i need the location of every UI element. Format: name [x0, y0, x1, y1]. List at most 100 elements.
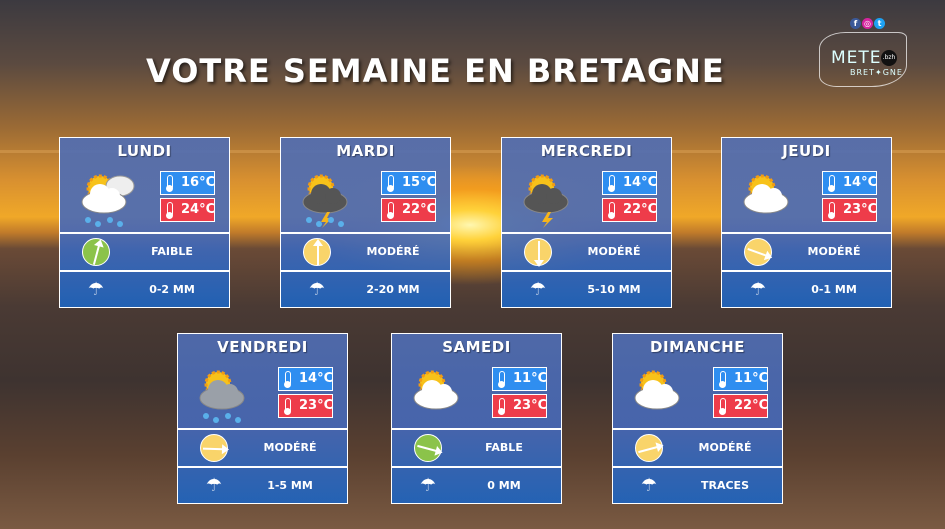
- day-card-lundi: LUNDI 16°C 24°C FAIBLE ☂ 0-2 MM: [59, 137, 230, 308]
- day-name: JEUDI: [782, 142, 831, 160]
- wind-strength: MODÉRÉ: [263, 441, 317, 454]
- wind-direction-icon: [200, 434, 228, 462]
- cloud-icon: [743, 184, 789, 214]
- thermometer-icon: [387, 175, 394, 192]
- thermometer-icon: [284, 371, 291, 388]
- umbrella-icon: ☂: [529, 279, 547, 300]
- thermometer-icon: [166, 202, 173, 219]
- thermometer-icon: [828, 175, 835, 192]
- min-temp-badge: 14°C: [602, 171, 657, 195]
- min-temp: 11°C: [513, 371, 548, 386]
- max-temp-badge: 23°C: [822, 198, 877, 222]
- weather-sun-cloud-rain-icon: [74, 166, 140, 228]
- brittany-map-outline: [819, 32, 907, 87]
- max-temp: 23°C: [299, 398, 334, 413]
- rain-amount: 0-2 MM: [149, 283, 195, 296]
- weather-sun-storm-rain-icon: [295, 166, 361, 228]
- wind-strength: MODÉRÉ: [807, 245, 861, 258]
- lightning-icon: [542, 212, 553, 228]
- min-temp-badge: 16°C: [160, 171, 215, 195]
- weather-sun-storm-icon: [516, 166, 582, 228]
- day-name: DIMANCHE: [650, 338, 745, 356]
- min-temp-badge: 11°C: [492, 367, 547, 391]
- logo-bretagne: BRET✦GNE: [850, 68, 903, 77]
- min-temp: 16°C: [181, 175, 216, 190]
- cloud-icon: [199, 380, 245, 410]
- rain-row: ☂ 5-10 MM: [502, 270, 671, 308]
- umbrella-icon: ☂: [87, 279, 105, 300]
- min-temp-badge: 14°C: [278, 367, 333, 391]
- day-name: MERCREDI: [540, 142, 633, 160]
- wind-row: MODÉRÉ: [178, 428, 347, 466]
- cloud-icon: [634, 380, 680, 410]
- rain-icon: [85, 217, 123, 227]
- rain-amount: 0 MM: [487, 479, 521, 492]
- background-decor: [0, 150, 945, 153]
- max-temp-badge: 24°C: [160, 198, 215, 222]
- wind-row: MODÉRÉ: [613, 428, 782, 466]
- weather-sun-cloud-icon: [406, 362, 472, 424]
- max-temp: 22°C: [623, 202, 658, 217]
- rain-row: ☂ 2-20 MM: [281, 270, 450, 308]
- cloud-icon: [81, 184, 127, 214]
- min-temp: 15°C: [402, 175, 437, 190]
- instagram-icon[interactable]: ◎: [862, 18, 873, 29]
- rain-row: ☂ 0-1 MM: [722, 270, 891, 308]
- logo-badge: .bzh: [881, 50, 897, 66]
- wind-strength: FABLE: [485, 441, 523, 454]
- umbrella-icon: ☂: [308, 279, 326, 300]
- wind-strength: MODÉRÉ: [698, 441, 752, 454]
- thermometer-icon: [719, 371, 726, 388]
- wind-direction-icon: [744, 238, 772, 266]
- max-temp: 24°C: [181, 202, 216, 217]
- thermometer-icon: [608, 175, 615, 192]
- wind-strength: MODÉRÉ: [587, 245, 641, 258]
- day-card-mercredi: MERCREDI 14°C 22°C MODÉRÉ ☂ 5-10 MM: [501, 137, 672, 308]
- rain-icon: [306, 217, 344, 227]
- weather-sun-cloud-icon: [736, 166, 802, 228]
- weather-sun-cloud-icon: [627, 362, 693, 424]
- min-temp: 14°C: [843, 175, 878, 190]
- rain-row: ☂ 0 MM: [392, 466, 561, 504]
- max-temp: 22°C: [734, 398, 769, 413]
- wind-row: FABLE: [392, 428, 561, 466]
- twitter-icon[interactable]: t: [874, 18, 885, 29]
- logo[interactable]: f ◎ t METE .bzh BRET✦GNE: [815, 18, 915, 98]
- cloud-icon: [523, 184, 569, 214]
- facebook-icon[interactable]: f: [850, 18, 861, 29]
- min-temp: 11°C: [734, 371, 769, 386]
- wind-direction-icon: [635, 434, 663, 462]
- page-title: VOTRE SEMAINE EN BRETAGNE: [146, 52, 725, 90]
- min-temp-badge: 14°C: [822, 171, 877, 195]
- thermometer-icon: [498, 371, 505, 388]
- day-card-samedi: SAMEDI 11°C 23°C FABLE ☂ 0 MM: [391, 333, 562, 504]
- rain-icon: [203, 413, 241, 423]
- rain-amount: 2-20 MM: [366, 283, 420, 296]
- day-name: MARDI: [336, 142, 395, 160]
- thermometer-icon: [719, 398, 726, 415]
- lightning-icon: [321, 212, 332, 228]
- thermometer-icon: [387, 202, 394, 219]
- thermometer-icon: [498, 398, 505, 415]
- weather-sun-grey-cloud-rain-icon: [192, 362, 258, 424]
- umbrella-icon: ☂: [205, 475, 223, 496]
- max-temp-badge: 22°C: [602, 198, 657, 222]
- wind-row: FAIBLE: [60, 232, 229, 270]
- wind-direction-icon: [82, 238, 110, 266]
- max-temp: 22°C: [402, 202, 437, 217]
- day-name: LUNDI: [117, 142, 172, 160]
- wind-direction-icon: [524, 238, 552, 266]
- umbrella-icon: ☂: [640, 475, 658, 496]
- cloud-icon: [413, 380, 459, 410]
- thermometer-icon: [828, 202, 835, 219]
- cloud-icon: [302, 184, 348, 214]
- day-card-mardi: MARDI 15°C 22°C MODÉRÉ ☂ 2-20 MM: [280, 137, 451, 308]
- day-name: SAMEDI: [442, 338, 511, 356]
- rain-row: ☂ 1-5 MM: [178, 466, 347, 504]
- thermometer-icon: [608, 202, 615, 219]
- umbrella-icon: ☂: [419, 475, 437, 496]
- rain-amount: 0-1 MM: [811, 283, 857, 296]
- wind-strength: MODÉRÉ: [366, 245, 420, 258]
- thermometer-icon: [284, 398, 291, 415]
- max-temp-badge: 23°C: [492, 394, 547, 418]
